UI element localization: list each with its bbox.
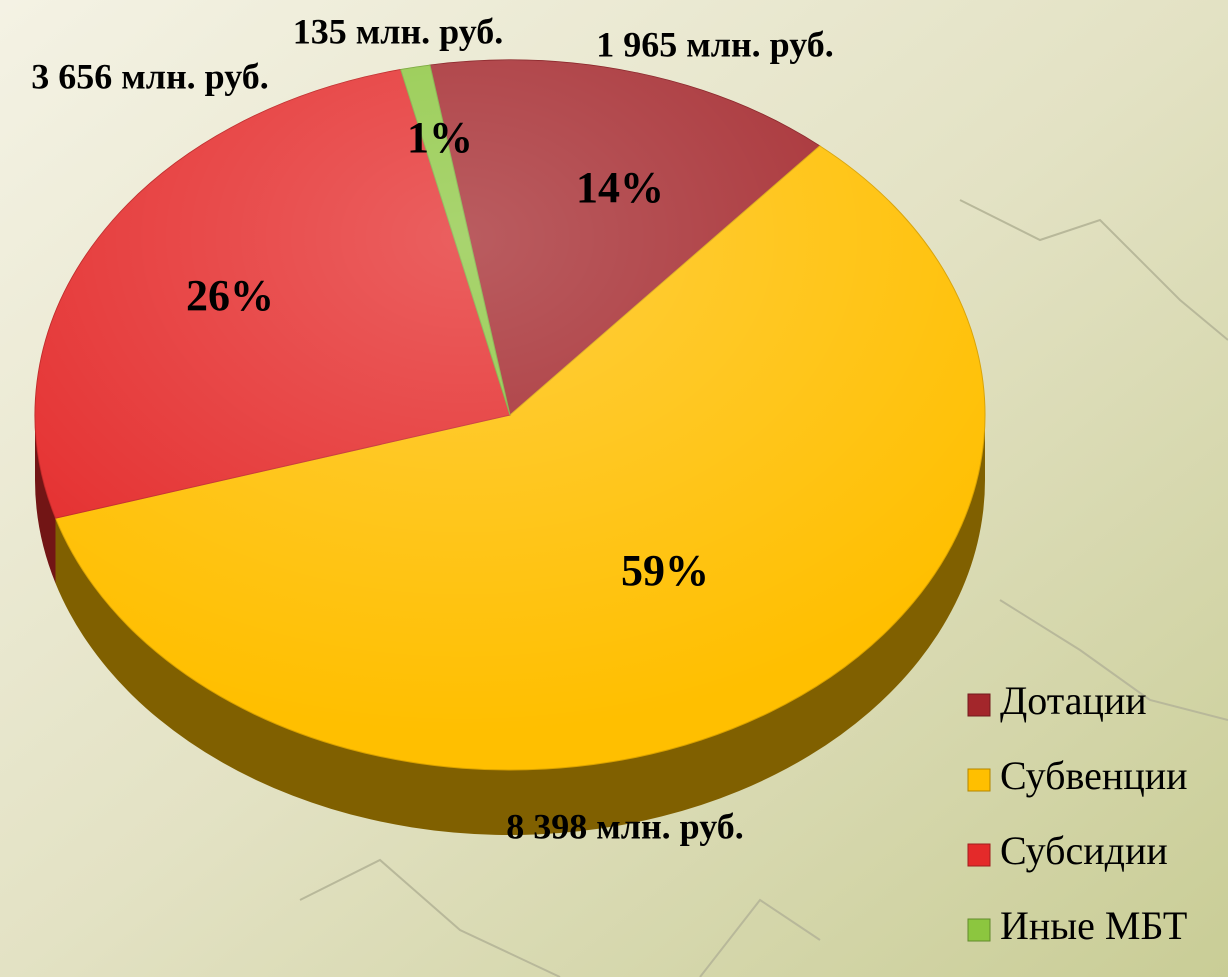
percent-label: 1% <box>407 113 473 162</box>
legend-label: Субвенции <box>1000 753 1188 798</box>
amount-label: 3 656 млн. руб. <box>31 56 269 96</box>
map-lines <box>299 199 1228 977</box>
percent-label: 26% <box>186 271 274 320</box>
legend-swatch <box>967 918 991 942</box>
percent-label: 59% <box>621 546 709 595</box>
slice-side <box>55 415 985 835</box>
slice-side <box>35 415 56 584</box>
legend-swatch <box>967 768 991 792</box>
percent-label: 14% <box>576 163 664 212</box>
legend-label: Иные МБТ <box>1000 903 1187 948</box>
legend-swatch <box>967 693 991 717</box>
amount-label: 1 965 млн. руб. <box>596 24 834 64</box>
amount-label: 135 млн. руб. <box>293 11 504 51</box>
amount-label: 8 398 млн. руб. <box>506 806 744 846</box>
legend-label: Дотации <box>1000 678 1147 723</box>
legend-label: Субсидии <box>1000 828 1168 873</box>
highlight <box>35 60 985 770</box>
legend-swatch <box>967 843 991 867</box>
